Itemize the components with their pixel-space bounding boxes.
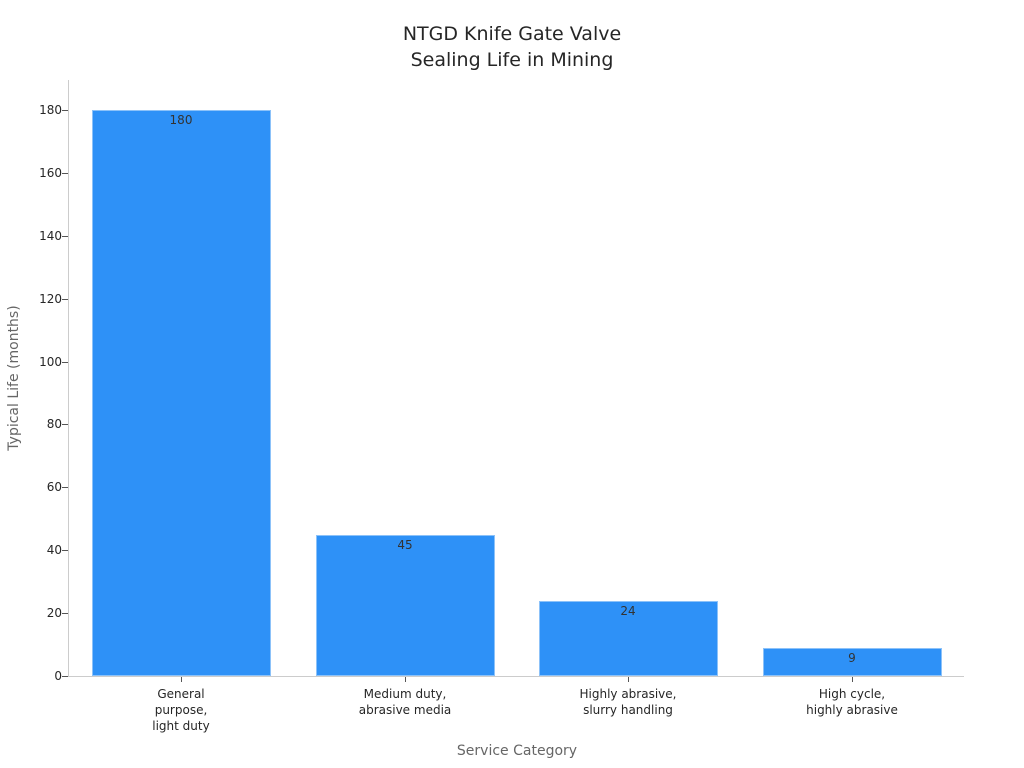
- x-axis-line: [68, 676, 964, 677]
- x-axis-title: Service Category: [456, 743, 578, 759]
- bar: [91, 110, 271, 676]
- bar-value-label: 180: [169, 113, 193, 127]
- y-tick-mark: [62, 110, 68, 111]
- y-tick-label: 80: [46, 417, 62, 432]
- x-category-label-line: Medium duty,: [363, 687, 447, 701]
- y-tick-label: 120: [39, 291, 62, 306]
- y-axis-line: [68, 80, 69, 677]
- y-tick-mark: [62, 613, 68, 615]
- bar-value-label: 9: [848, 650, 856, 665]
- y-tick-mark: [62, 487, 68, 489]
- y-tick-label: 60: [46, 480, 62, 495]
- bar-value-label: 45: [397, 537, 413, 552]
- x-category-label-line: purpose,: [154, 703, 208, 717]
- bar: [315, 534, 495, 676]
- y-tick-label: 180: [39, 103, 62, 117]
- x-category-label: General purpose, light duty: [81, 686, 281, 734]
- y-tick-mark: [62, 235, 68, 237]
- y-tick-mark: [62, 298, 68, 300]
- y-tick-label: 140: [39, 228, 62, 243]
- x-category-label-line: High cycle,: [818, 687, 886, 701]
- x-tick-mark: [852, 677, 853, 682]
- x-category-label-line: General: [157, 687, 205, 701]
- x-category-label-line: Highly abrasive,: [579, 687, 677, 701]
- y-tick-mark: [62, 361, 68, 363]
- bar: [538, 600, 718, 676]
- chart-title-line-2: Sealing Life in Mining: [410, 49, 614, 71]
- x-category-label-line: abrasive media: [358, 703, 452, 717]
- x-category-label: Highly abrasive, slurry handling: [528, 686, 728, 718]
- y-tick-label: 20: [46, 606, 62, 621]
- y-tick-mark: [62, 424, 68, 426]
- y-tick-mark: [62, 676, 68, 677]
- chart-title-line-1: NTGD Knife Gate Valve: [402, 23, 622, 45]
- y-tick-label: 160: [39, 165, 62, 180]
- x-category-label-line: slurry handling: [583, 703, 673, 717]
- x-category-label-line: highly abrasive: [806, 703, 898, 717]
- y-tick-label: 0: [54, 669, 62, 683]
- x-tick-mark: [181, 677, 182, 682]
- y-tick-label: 40: [46, 543, 62, 558]
- x-category-label: Medium duty, abrasive media: [305, 686, 505, 718]
- x-category-label: High cycle, highly abrasive: [752, 686, 952, 718]
- x-tick-mark: [628, 677, 629, 682]
- bar-value-label: 24: [620, 603, 636, 618]
- y-tick-mark: [62, 550, 68, 552]
- x-tick-mark: [405, 677, 406, 682]
- y-tick-mark: [62, 172, 68, 174]
- x-category-label-line: light duty: [152, 719, 210, 733]
- bar: [762, 647, 942, 676]
- y-tick-label: 100: [39, 354, 62, 369]
